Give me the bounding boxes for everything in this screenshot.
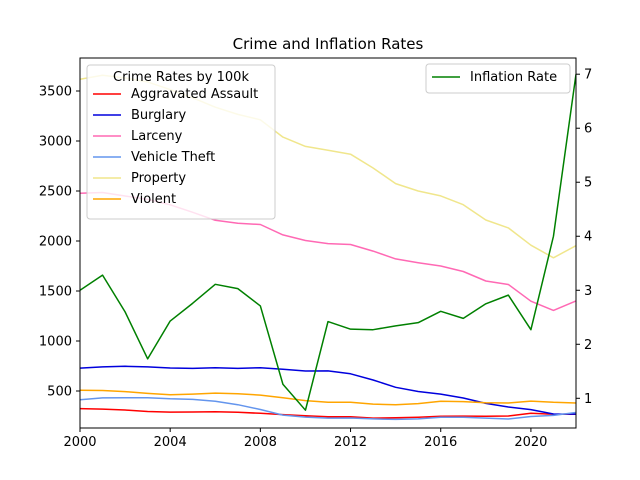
x-tick-label: 2008 (244, 435, 277, 450)
series-line-violent (80, 389, 576, 406)
series-line-aggravated-assault (80, 407, 576, 419)
legend-entry-label: Inflation Rate (470, 70, 557, 85)
x-axis: 2000 2004 2008 2012 2016 2020 (63, 428, 547, 450)
legend-box (86, 64, 276, 220)
y2-tick-label: 7 (584, 68, 592, 83)
y-tick-label: 3500 (39, 85, 72, 100)
plot-frame (79, 57, 577, 429)
y2-tick-label: 3 (584, 284, 592, 299)
y-tick-label: 2500 (39, 185, 72, 200)
legend-inflation: Inflation Rate (425, 63, 571, 94)
y-tick-label: 3000 (39, 135, 72, 150)
x-tick-label: 2020 (514, 435, 547, 450)
y2-tick-label: 1 (584, 392, 592, 407)
legend-box (425, 63, 571, 94)
y-axis-right: 1 2 3 4 5 6 7 (576, 68, 592, 407)
y-tick-label: 500 (47, 385, 72, 400)
legend-crime-rates: Crime Rates by 100k Aggravated Assault Bur… (86, 64, 276, 220)
series-line-vehicle-theft (80, 396, 576, 421)
chart-title: Crime and Inflation Rates (233, 35, 424, 53)
legend-entry-label: Larceny (131, 129, 183, 144)
x-tick-label: 2016 (424, 435, 457, 450)
y-tick-label: 2000 (39, 235, 72, 250)
y2-tick-label: 4 (584, 230, 592, 245)
legend-title: Crime Rates by 100k (113, 70, 249, 85)
y2-tick-label: 6 (584, 122, 592, 137)
x-tick-label: 2004 (154, 435, 187, 450)
x-tick-label: 2000 (63, 435, 96, 450)
y-tick-label: 1000 (39, 335, 72, 350)
legend-entry-label: Burglary (131, 108, 186, 123)
legend-entry-label: Property (131, 171, 186, 186)
y2-tick-label: 2 (584, 338, 592, 353)
legend-entry-label: Violent (131, 192, 176, 207)
series-line-inflation-rate (80, 74, 576, 411)
legend-entry-label: Vehicle Theft (131, 150, 215, 165)
y-axis-left: 500 1000 1500 2000 2500 3000 3500 (39, 85, 80, 400)
series-line-burglary (80, 365, 576, 415)
y2-tick-label: 5 (584, 176, 592, 191)
y-tick-label: 1500 (39, 285, 72, 300)
legend-entry-label: Aggravated Assault (131, 87, 258, 102)
x-tick-label: 2012 (334, 435, 367, 450)
